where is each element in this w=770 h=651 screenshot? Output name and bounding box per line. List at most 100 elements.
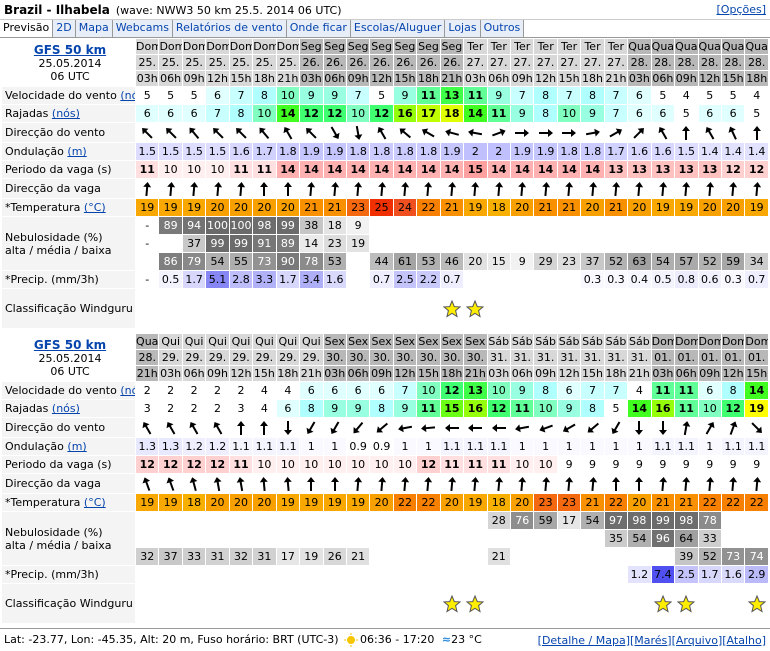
precip-cell: 0.4 — [627, 270, 652, 289]
unit-link[interactable]: (nós) — [51, 402, 80, 415]
swell-cell: 1.5 — [674, 142, 699, 161]
rating-star — [442, 299, 461, 318]
row-label: Direcção da vaga — [1, 473, 136, 494]
tab[interactable]: Escolas/Aluguer — [350, 20, 446, 37]
hour: 09h — [509, 70, 535, 87]
model-link[interactable]: GFS 50 km — [33, 42, 107, 57]
gusts-cell: 6 — [720, 104, 746, 123]
period-cell: 10 — [322, 455, 347, 474]
wave_dir-cell — [228, 178, 254, 199]
arrow-box — [682, 420, 691, 435]
unit-link[interactable]: (nós) — [120, 384, 134, 397]
direction-arrow — [491, 128, 506, 136]
tab[interactable]: Mapa — [75, 20, 113, 37]
day-name: Dom — [252, 38, 277, 55]
wind_dir-cell — [228, 417, 254, 438]
wind_dir-cell — [345, 122, 371, 143]
direction-arrow — [445, 128, 459, 136]
period-cell: 12 — [744, 160, 769, 179]
day-date: 31. — [627, 349, 652, 366]
wave_dir-cell — [463, 178, 488, 199]
tab[interactable]: 2D — [53, 20, 76, 37]
options-link[interactable]: [Opções] — [716, 3, 767, 16]
swell-cell: 1.1 — [486, 437, 512, 456]
direction-arrow — [588, 476, 597, 491]
row-label: Ondulação (m) — [1, 142, 136, 161]
unit-link[interactable]: (°C) — [83, 496, 106, 509]
wave_dir-cell — [697, 473, 722, 494]
cloud-cell: 99 — [650, 511, 676, 530]
model-link[interactable]: GFS 50 km — [33, 337, 107, 352]
footer-link[interactable]: [Atalho] — [722, 633, 766, 647]
day-date: 31. — [509, 349, 535, 366]
cloud-cell: 21 — [345, 547, 371, 566]
cloud_low-row: 32 37 33 31 32 31 17 19 26 21 21 39 52 73 74 — [2, 547, 769, 566]
gusts-cell: 9 — [392, 399, 418, 418]
precip-cell — [205, 565, 230, 584]
period-cell: 13 — [627, 160, 652, 179]
arrow-box — [565, 181, 574, 196]
day-name: Dom — [205, 38, 230, 55]
wind_dir-cell — [392, 417, 418, 438]
swell-cell: 1.8 — [416, 142, 441, 161]
day-date: 28. — [697, 54, 722, 71]
label-sub: alta / média / baixa — [5, 243, 112, 257]
hour: 18h — [252, 70, 277, 87]
temperature-cell: 20 — [439, 493, 465, 512]
cloud-cell: 46 — [439, 252, 465, 271]
unit-link[interactable]: (nós) — [120, 89, 134, 102]
unit-link[interactable]: (nós) — [51, 107, 80, 120]
tab[interactable]: Outros — [480, 20, 525, 37]
cloud-cell — [744, 511, 769, 530]
unit-link[interactable]: (°C) — [83, 201, 106, 214]
wind-cell: 5 — [181, 86, 207, 105]
wind_dir-cell — [463, 417, 488, 438]
direction-arrow — [612, 181, 621, 196]
direction-arrow — [376, 422, 388, 432]
footer-link[interactable]: [Detalhe / Mapa] — [537, 633, 630, 647]
day-date: 29. — [205, 349, 230, 366]
tab[interactable]: Onde ficar — [286, 20, 351, 37]
tab[interactable]: Previsão — [0, 20, 54, 37]
tab[interactable]: Relatórios de vento — [172, 20, 287, 37]
unit-link[interactable]: (m) — [67, 145, 87, 158]
cloud-cell — [744, 529, 769, 548]
cloud-cell: 59 — [720, 252, 746, 271]
tab[interactable]: Webcams — [112, 20, 173, 37]
cloud-cell — [252, 529, 277, 548]
temperature-cell: 22 — [416, 198, 441, 217]
gusts-cell: 7 — [205, 104, 230, 123]
direction-arrow — [260, 420, 269, 435]
wind-cell: 11 — [650, 381, 676, 400]
direction-arrow — [585, 128, 600, 137]
cloud-cell — [697, 234, 722, 253]
wind-cell: 5 — [697, 86, 722, 105]
wave_dir-cell — [580, 178, 605, 199]
footer-link[interactable]: [Marés] — [629, 633, 672, 647]
arrow-box — [189, 127, 200, 139]
arrow-box — [705, 421, 715, 435]
cloud-cell — [463, 547, 488, 566]
swell-cell: 1.3 — [134, 437, 160, 456]
temperature-cell: 19 — [463, 198, 488, 217]
cloud-cell — [205, 511, 230, 530]
rating-cell — [697, 288, 722, 329]
precip-cell: 2.5 — [674, 565, 699, 584]
tab[interactable]: Lojas — [445, 20, 481, 37]
arrow-box — [468, 128, 483, 137]
label-text: Periodo da vaga (s) — [5, 458, 112, 471]
footer-link[interactable]: [Arquivo] — [671, 633, 723, 647]
arrow-box — [562, 128, 577, 137]
direction-arrow — [682, 420, 691, 435]
unit-link[interactable]: (m) — [67, 440, 87, 453]
wind-cell: 5 — [369, 86, 394, 105]
hour: 21h — [299, 365, 324, 382]
gusts-cell: 5 — [744, 104, 769, 123]
temperature-cell: 21 — [580, 493, 605, 512]
period-cell: 14 — [580, 160, 605, 179]
direction-arrow — [142, 421, 152, 435]
wind-cell: 13 — [439, 86, 465, 105]
wind-cell: 7 — [603, 381, 629, 400]
forecast-table: GFS 50 km 25.05.2014 06 UTC Qua Qui Qui Qui Qui… — [1, 333, 769, 624]
